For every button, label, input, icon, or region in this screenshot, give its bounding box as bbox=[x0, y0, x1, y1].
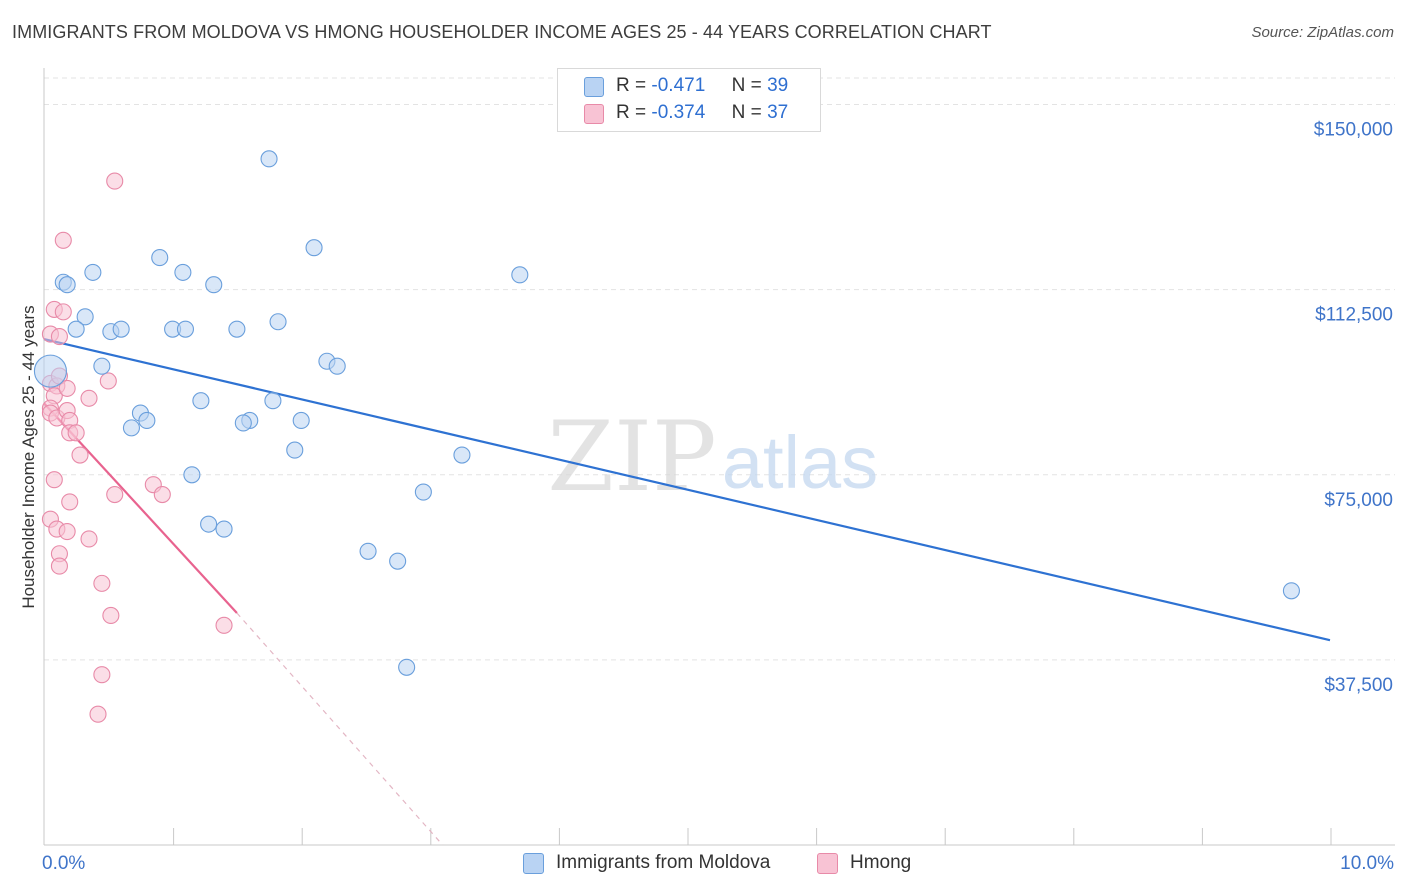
blue-data-point bbox=[183, 466, 201, 484]
pink-data-point bbox=[61, 493, 79, 511]
legend-r-label: R = bbox=[616, 102, 647, 123]
pink-data-point bbox=[153, 485, 171, 504]
blue-data-point bbox=[67, 320, 85, 338]
legend-n-value: 37 bbox=[767, 102, 789, 123]
chart-title: IMMIGRANTS FROM MOLDOVA VS HMONG HOUSEHO… bbox=[12, 22, 992, 42]
pink-data-point bbox=[54, 303, 72, 321]
axes-layer bbox=[43, 68, 1395, 846]
blue-data-point bbox=[292, 411, 310, 430]
blue-data-point bbox=[200, 515, 218, 533]
pink-data-point bbox=[45, 471, 63, 489]
pink-data-point bbox=[99, 372, 117, 390]
y-tick-label: $37,500 bbox=[1324, 675, 1393, 696]
legend-r-value: -0.471 bbox=[651, 75, 706, 96]
series-swatch-pink bbox=[817, 853, 838, 874]
x-tick-label: 10.0% bbox=[1340, 853, 1394, 874]
blue-trend-line bbox=[43, 337, 1331, 642]
y-tick-label: $150,000 bbox=[1314, 120, 1393, 141]
blue-data-point bbox=[286, 441, 304, 459]
blue-data-point bbox=[76, 308, 94, 326]
blue-data-point bbox=[328, 357, 346, 375]
blue-data-point bbox=[122, 419, 140, 437]
blue-data-point bbox=[359, 542, 377, 560]
blue-data-point bbox=[58, 276, 76, 294]
pink-data-point bbox=[102, 606, 120, 625]
blue-data-point bbox=[215, 520, 233, 538]
blue-data-point bbox=[176, 320, 195, 338]
blue-data-point bbox=[228, 320, 246, 338]
pink-data-point bbox=[215, 616, 233, 634]
blue-data-point bbox=[260, 150, 278, 168]
pink-trend-extension bbox=[236, 612, 444, 846]
blue-data-point bbox=[33, 354, 67, 388]
blue-data-point bbox=[138, 411, 156, 430]
series-legend-label: Hmong bbox=[850, 852, 912, 873]
blue-data-point bbox=[93, 357, 111, 375]
x-tick-label: 0.0% bbox=[42, 853, 85, 874]
legend-n-label: N = bbox=[731, 102, 762, 123]
legend-swatch-blue bbox=[584, 77, 604, 97]
y-axis-label: Householder Income Ages 25 - 44 years bbox=[19, 305, 38, 608]
blue-data-point bbox=[205, 276, 223, 294]
blue-data-point bbox=[453, 446, 471, 464]
watermark-atlas: atlas bbox=[722, 421, 878, 504]
pink-data-point bbox=[54, 231, 72, 249]
pink-data-point bbox=[106, 485, 124, 504]
y-tick-label: $75,000 bbox=[1324, 490, 1393, 511]
y-tick-label: $112,500 bbox=[1315, 305, 1393, 326]
blue-data-point bbox=[192, 392, 210, 410]
pink-data-point bbox=[80, 530, 98, 548]
pink-data-point bbox=[93, 666, 111, 684]
blue-data-point bbox=[305, 239, 323, 257]
legend-r-label: R = bbox=[616, 75, 647, 96]
legend-n-label: N = bbox=[731, 75, 762, 96]
watermark: ZIP atlas bbox=[547, 401, 878, 513]
legend-r-value: -0.374 bbox=[651, 102, 706, 123]
blue-data-point bbox=[269, 313, 287, 331]
series-swatch-blue bbox=[523, 853, 544, 874]
legend-swatch-pink bbox=[584, 104, 604, 124]
correlation-legend: R = -0.471 N = 39 R = -0.374 N = 37 bbox=[557, 68, 821, 132]
blue-data-point bbox=[511, 266, 529, 284]
legend-n-value: 39 bbox=[767, 75, 789, 96]
blue-data-point bbox=[151, 249, 169, 267]
pink-data-point bbox=[50, 557, 68, 575]
grid-layer bbox=[44, 77, 1395, 661]
pink-data-point bbox=[58, 379, 76, 397]
blue-data-point bbox=[112, 320, 130, 338]
pink-data-point bbox=[106, 172, 124, 190]
blue-data-point bbox=[264, 392, 282, 410]
blue-data-point bbox=[234, 414, 252, 432]
pink-data-point bbox=[71, 446, 89, 464]
points-layer bbox=[33, 150, 1300, 723]
watermark-zip: ZIP bbox=[547, 401, 716, 513]
source-note: Source: ZipAtlas.com bbox=[1251, 24, 1394, 41]
labels-layer: $37,500 $75,000 $112,500 $150,000 0.0% 10.0% bbox=[42, 120, 1394, 874]
pink-data-point bbox=[58, 522, 76, 541]
blue-data-point bbox=[398, 658, 416, 676]
blue-data-point bbox=[414, 483, 432, 501]
pink-data-point bbox=[89, 705, 107, 723]
blue-data-point bbox=[84, 263, 102, 281]
pink-data-point bbox=[50, 328, 68, 346]
pink-data-point bbox=[93, 574, 111, 592]
blue-data-point bbox=[1282, 582, 1300, 600]
series-legend-label: Immigrants from Moldova bbox=[556, 852, 771, 873]
pink-data-point bbox=[80, 389, 98, 407]
blue-data-point bbox=[174, 263, 192, 281]
blue-data-point bbox=[389, 552, 407, 570]
pink-data-point bbox=[67, 424, 85, 442]
